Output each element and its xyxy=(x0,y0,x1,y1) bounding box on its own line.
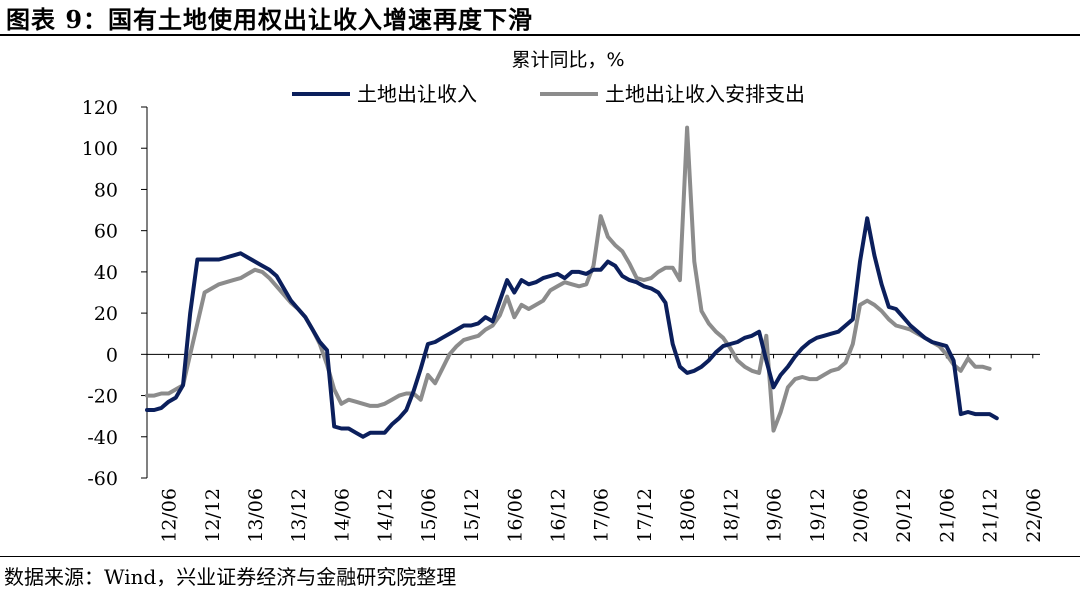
y-tick-label: -20 xyxy=(87,386,118,408)
x-tick-label: 18/06 xyxy=(677,488,699,543)
title-rule xyxy=(0,34,1080,36)
x-tick-label: 21/06 xyxy=(936,488,958,543)
x-tick-label: 13/12 xyxy=(288,488,310,543)
x-tick-label: 14/12 xyxy=(375,488,397,543)
x-tick-label: 20/12 xyxy=(893,488,915,543)
figure-title: 图表 9：国有土地使用权出让收入增速再度下滑 xyxy=(6,5,534,34)
x-tick-label: 17/06 xyxy=(591,488,613,543)
line-chart: 累计同比，% 土地出让收入 土地出让收入安排支出 120 100 80 60 40 20 0… xyxy=(82,49,1045,543)
source-note: 数据来源：Wind，兴业证券经济与金融研究院整理 xyxy=(4,565,457,589)
x-tick-label: 12/12 xyxy=(202,488,224,543)
legend-label-land-expenditure: 土地出让收入安排支出 xyxy=(605,82,805,106)
y-tick-label: 100 xyxy=(82,138,118,160)
x-tick-label: 22/06 xyxy=(1023,488,1045,543)
y-tick-label: 40 xyxy=(94,262,118,284)
y-tick-label: -40 xyxy=(87,427,118,449)
y-tick-label: 0 xyxy=(106,344,118,366)
chart-unit-label: 累计同比，% xyxy=(511,49,624,71)
x-tick-label: 15/06 xyxy=(418,488,440,543)
x-tick-label: 18/12 xyxy=(720,488,742,543)
x-tick-label: 13/06 xyxy=(245,488,267,543)
x-tick-label: 17/12 xyxy=(634,488,656,543)
x-tick-label: 21/12 xyxy=(980,488,1002,543)
x-axis: 12/06 12/12 13/06 13/12 14/06 14/12 15/06 15/12… xyxy=(146,353,1045,543)
series-lines xyxy=(145,125,999,439)
x-tick-label: 19/06 xyxy=(764,488,786,543)
x-tick-label: 16/12 xyxy=(547,488,569,543)
x-tick-label: 19/12 xyxy=(807,488,829,543)
source-rule xyxy=(0,556,1080,557)
y-tick-label: 60 xyxy=(94,221,118,243)
y-tick-label: -60 xyxy=(87,468,118,490)
y-tick-label: 80 xyxy=(94,179,118,201)
y-axis: 120 100 80 60 40 20 0 -20 -40 -60 xyxy=(82,97,148,490)
series-line-land-expenditure xyxy=(145,125,992,433)
x-tick-label: 14/06 xyxy=(331,488,353,543)
x-tick-label: 12/06 xyxy=(159,488,181,543)
legend-label-land-revenue: 土地出让收入 xyxy=(357,82,477,106)
y-tick-label: 120 xyxy=(82,97,118,119)
y-tick-label: 20 xyxy=(94,303,118,325)
x-tick-label: 15/12 xyxy=(461,488,483,543)
series-line-land-revenue xyxy=(145,216,999,439)
x-tick-label: 20/06 xyxy=(850,488,872,543)
x-tick-label: 16/06 xyxy=(504,488,526,543)
